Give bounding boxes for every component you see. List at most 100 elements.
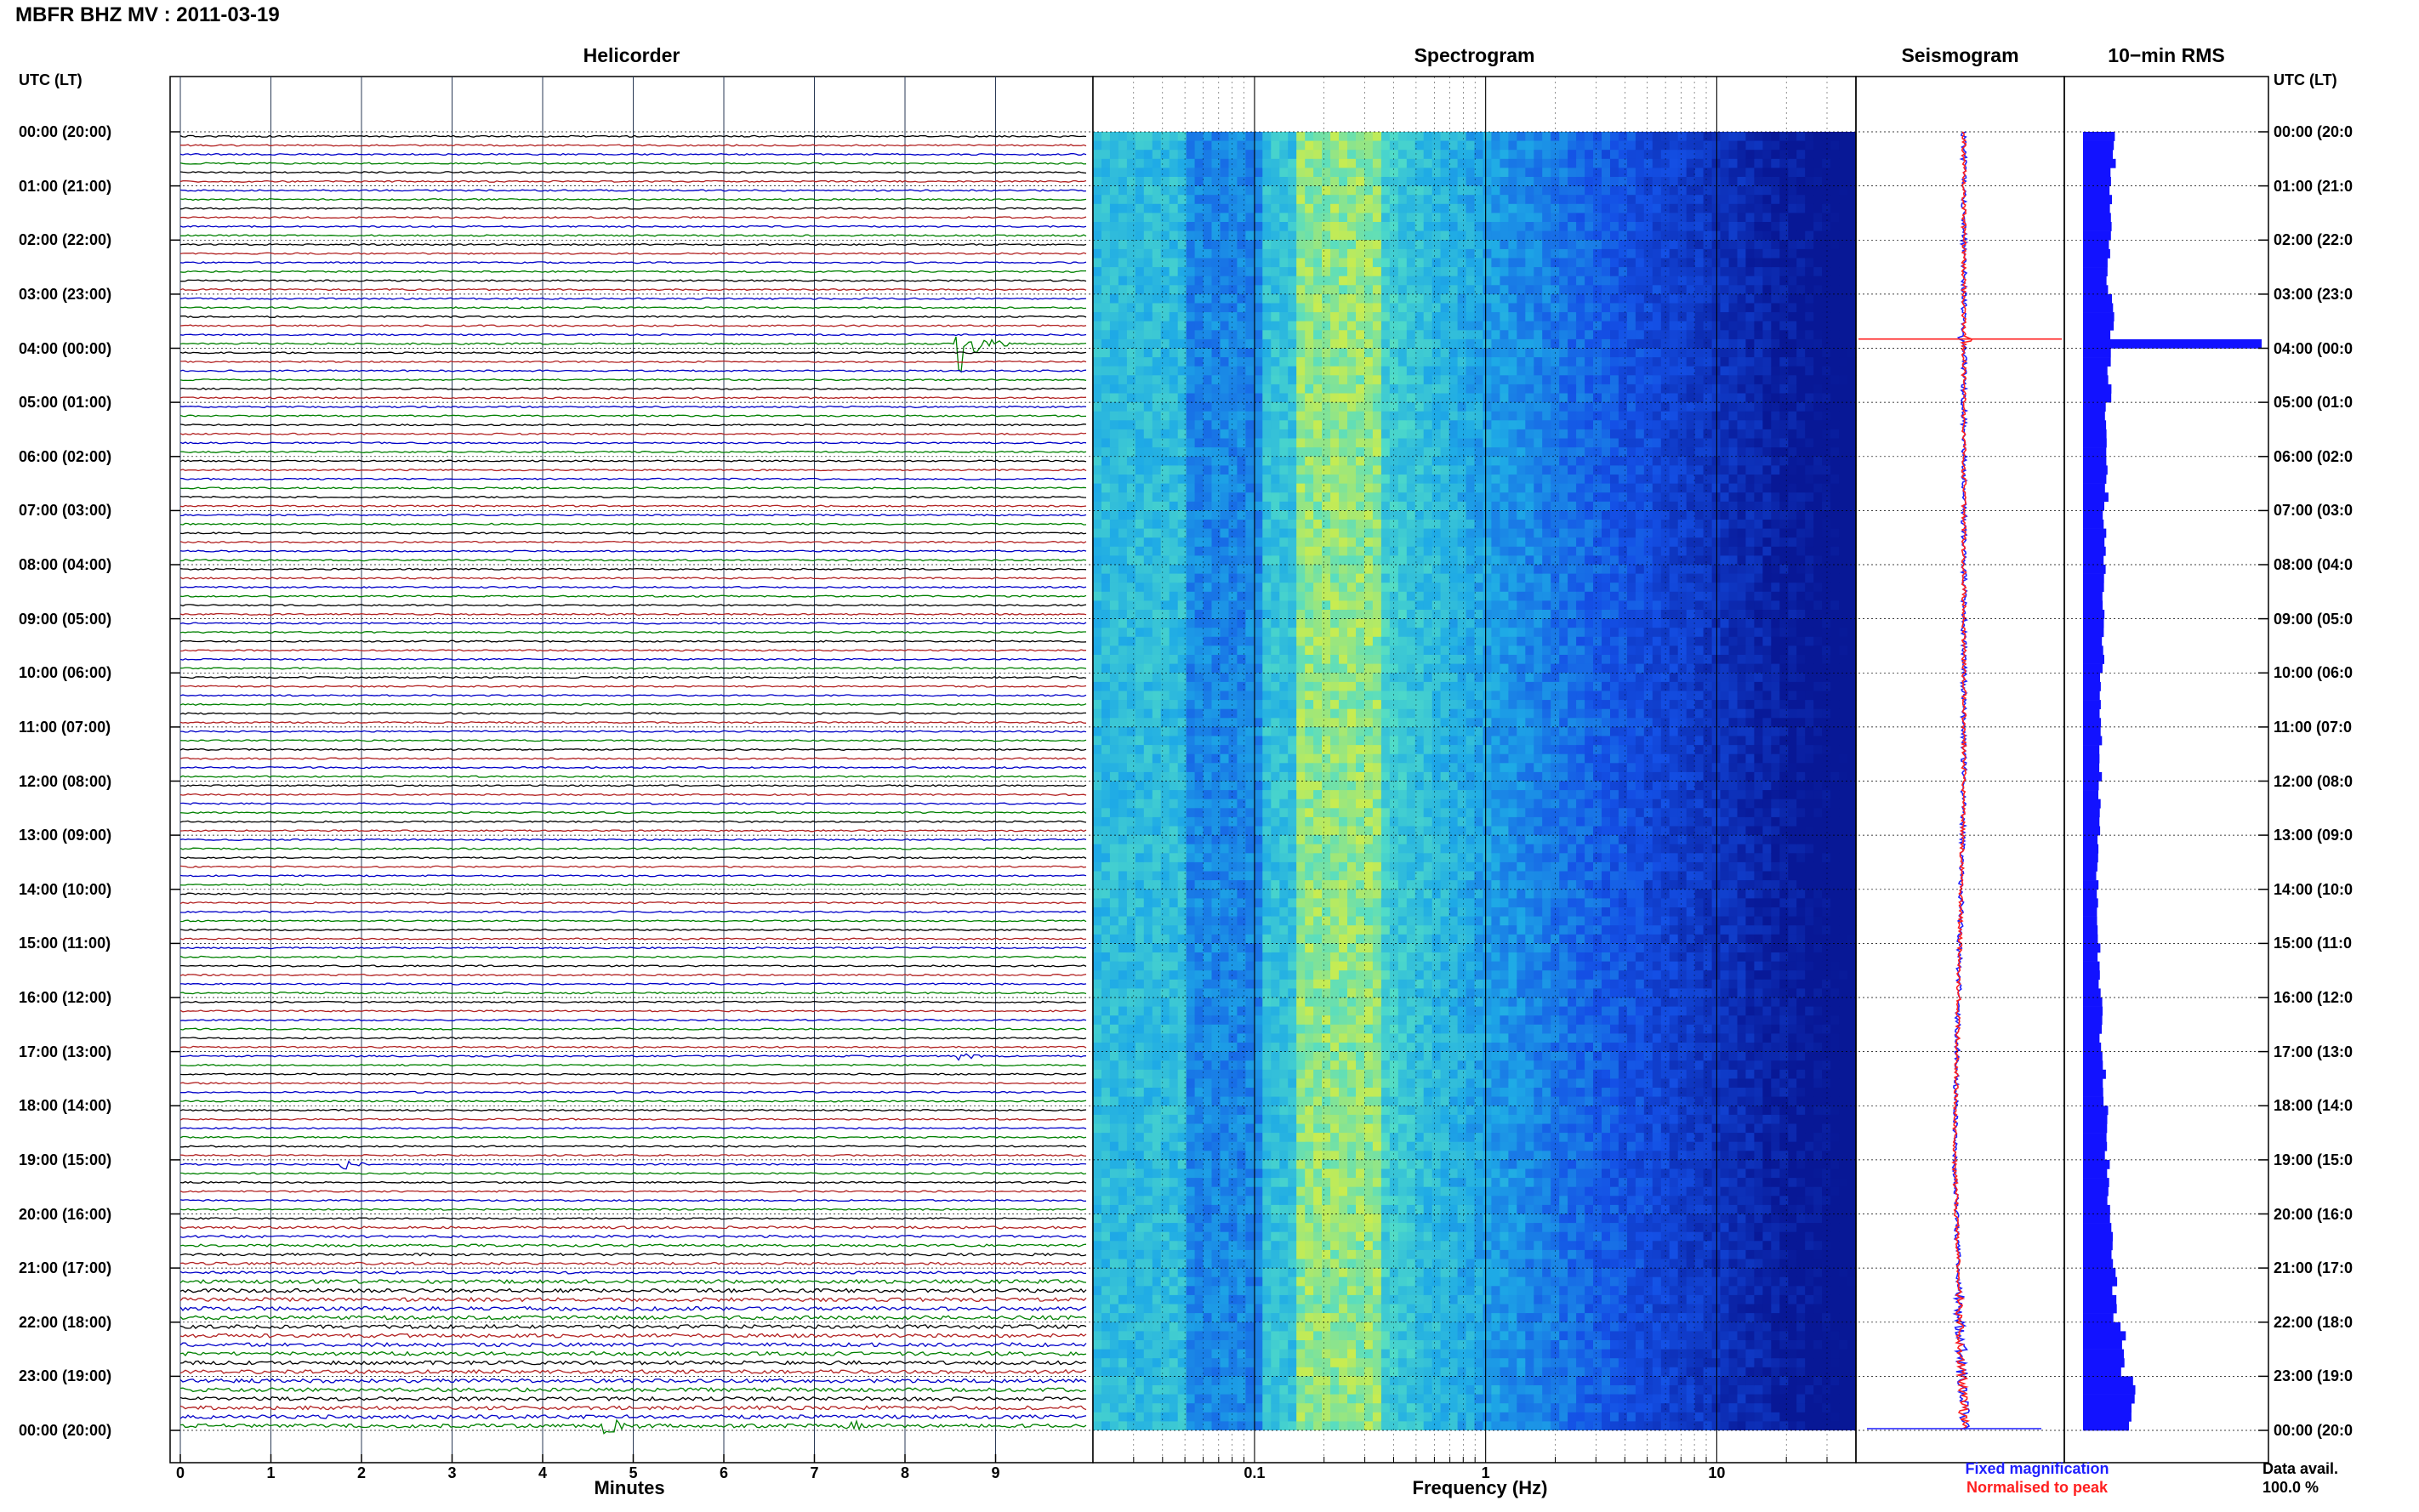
spectrogram-cell (1347, 492, 1357, 503)
spectrogram-cell (1279, 1043, 1289, 1053)
spectrogram-cell (1177, 1088, 1187, 1098)
spectrogram-cell (1347, 447, 1357, 458)
spectrogram-cell (1101, 132, 1111, 142)
spectrogram-cell (1118, 861, 1128, 873)
spectrogram-cell (1211, 925, 1221, 935)
spectrogram-cell (1220, 1159, 1230, 1170)
spectrogram-cell (1177, 222, 1187, 232)
spectrogram-cell (1220, 628, 1230, 638)
spectrogram-cell (1211, 1204, 1221, 1215)
helicorder-trace (179, 179, 1087, 183)
spectrogram-cell (1126, 1385, 1136, 1395)
spectrogram-cell (1194, 1043, 1204, 1053)
spectrogram-cell (1347, 636, 1357, 646)
spectrogram-cell (1330, 591, 1340, 601)
spectrogram-cell (1254, 366, 1263, 376)
spectrogram-cell (1194, 826, 1204, 836)
spectrogram-cell (1220, 222, 1230, 232)
spectrogram-cell (1288, 1096, 1297, 1106)
spectrogram-cell (1330, 1088, 1340, 1098)
helicorder-traces (179, 134, 1087, 1435)
spectrogram-cell (1363, 700, 1374, 710)
spectrogram-cell (1245, 1403, 1255, 1413)
spectrogram-cell (1279, 1069, 1289, 1079)
spectrogram-cell (1186, 799, 1196, 809)
spectrogram-cell (1262, 1178, 1272, 1188)
spectrogram-cell (1271, 501, 1280, 511)
spectrogram-cell (1126, 1367, 1136, 1377)
helicorder-trace (179, 1261, 1087, 1265)
spectrogram-cell (1203, 1051, 1213, 1061)
spectrogram-cell (1160, 501, 1170, 511)
spectrogram-cell (1313, 1051, 1323, 1061)
spectrogram-cell (1220, 366, 1230, 376)
spectrogram-cell (1101, 438, 1111, 448)
spectrogram-cell (1093, 1024, 1102, 1034)
spectrogram-cell (1262, 1106, 1272, 1116)
spectrogram-cell (1220, 1394, 1230, 1404)
spectrogram-cell (1194, 1024, 1204, 1034)
spectrogram-cell (1237, 1268, 1246, 1278)
time-label-left: 18:00 (14:00) (19, 1097, 112, 1115)
spectrogram-cell (1313, 1178, 1323, 1188)
spectrogram-cell (1109, 726, 1119, 737)
spectrogram-cell (1126, 393, 1136, 403)
spectrogram-cell (1347, 844, 1357, 854)
spectrogram-cell (1203, 1249, 1213, 1260)
spectrogram-cell (1363, 375, 1374, 385)
spectrogram-cell (1330, 375, 1340, 385)
spectrogram-cell (1169, 736, 1179, 746)
spectrogram-cell (1237, 1151, 1246, 1161)
spectrogram-cell (1194, 871, 1204, 881)
spectrogram-cell (1322, 861, 1331, 873)
spectrogram-cell (1347, 573, 1357, 583)
spectrogram-cell (1169, 943, 1179, 953)
spectrogram-cell (1169, 1249, 1179, 1260)
spectrogram-cell (1356, 510, 1365, 520)
spectrogram-cell (1135, 979, 1145, 989)
spectrogram-cell (1254, 195, 1263, 205)
spectrogram-cell (1330, 1241, 1340, 1251)
spectrogram-cell (1160, 907, 1170, 918)
spectrogram-cell (1118, 583, 1128, 593)
spectrogram-cell (1177, 312, 1187, 322)
spectrogram-cell (1109, 1123, 1119, 1134)
spectrogram-cell (1203, 1340, 1213, 1350)
spectrogram-cell (1262, 663, 1272, 674)
spectrogram-cell (1118, 808, 1128, 818)
spectrogram-cell (1194, 465, 1204, 475)
spectrogram-cell (1347, 1096, 1357, 1106)
spectrogram-cell (1194, 402, 1204, 412)
spectrogram-cell (1313, 213, 1323, 223)
spectrogram-cell (1203, 988, 1213, 998)
spectrogram-cell (1271, 871, 1280, 881)
spectrogram-cell (1271, 853, 1280, 863)
spectrogram-cell (1322, 185, 1331, 196)
spectrogram-cell (1169, 1376, 1179, 1386)
spectrogram-cell (1101, 861, 1111, 873)
spectrogram-cell (1372, 132, 1382, 142)
spectrogram-cell (1296, 411, 1306, 421)
spectrogram-cell (1254, 1196, 1263, 1206)
spectrogram-cell (1135, 771, 1145, 782)
spectrogram-cell (1194, 861, 1204, 873)
spectrogram-cell (1237, 1340, 1246, 1350)
spectrogram-cell (1356, 745, 1365, 755)
spectrogram-cell (1220, 303, 1230, 313)
spectrogram-cell (1186, 1043, 1196, 1053)
spectrogram-cell (1109, 177, 1119, 187)
spectrogram-cell (1109, 681, 1119, 692)
spectrogram-cell (1330, 826, 1340, 836)
spectrogram-cell (1339, 691, 1348, 701)
spectrogram-cell (1296, 573, 1306, 583)
spectrogram-cell (1211, 132, 1221, 142)
spectrogram-cell (1169, 402, 1179, 412)
time-label-right: 22:00 (18:0 (2274, 1313, 2354, 1331)
spectrogram-cell (1152, 880, 1162, 890)
spectrogram-cell (1356, 1133, 1365, 1143)
spectrogram-cell (1271, 1078, 1280, 1089)
spectrogram-cell (1220, 1304, 1230, 1314)
spectrogram-cell (1237, 357, 1246, 367)
spectrogram-cell (1135, 673, 1145, 683)
time-label-left: 08:00 (04:00) (19, 556, 112, 573)
